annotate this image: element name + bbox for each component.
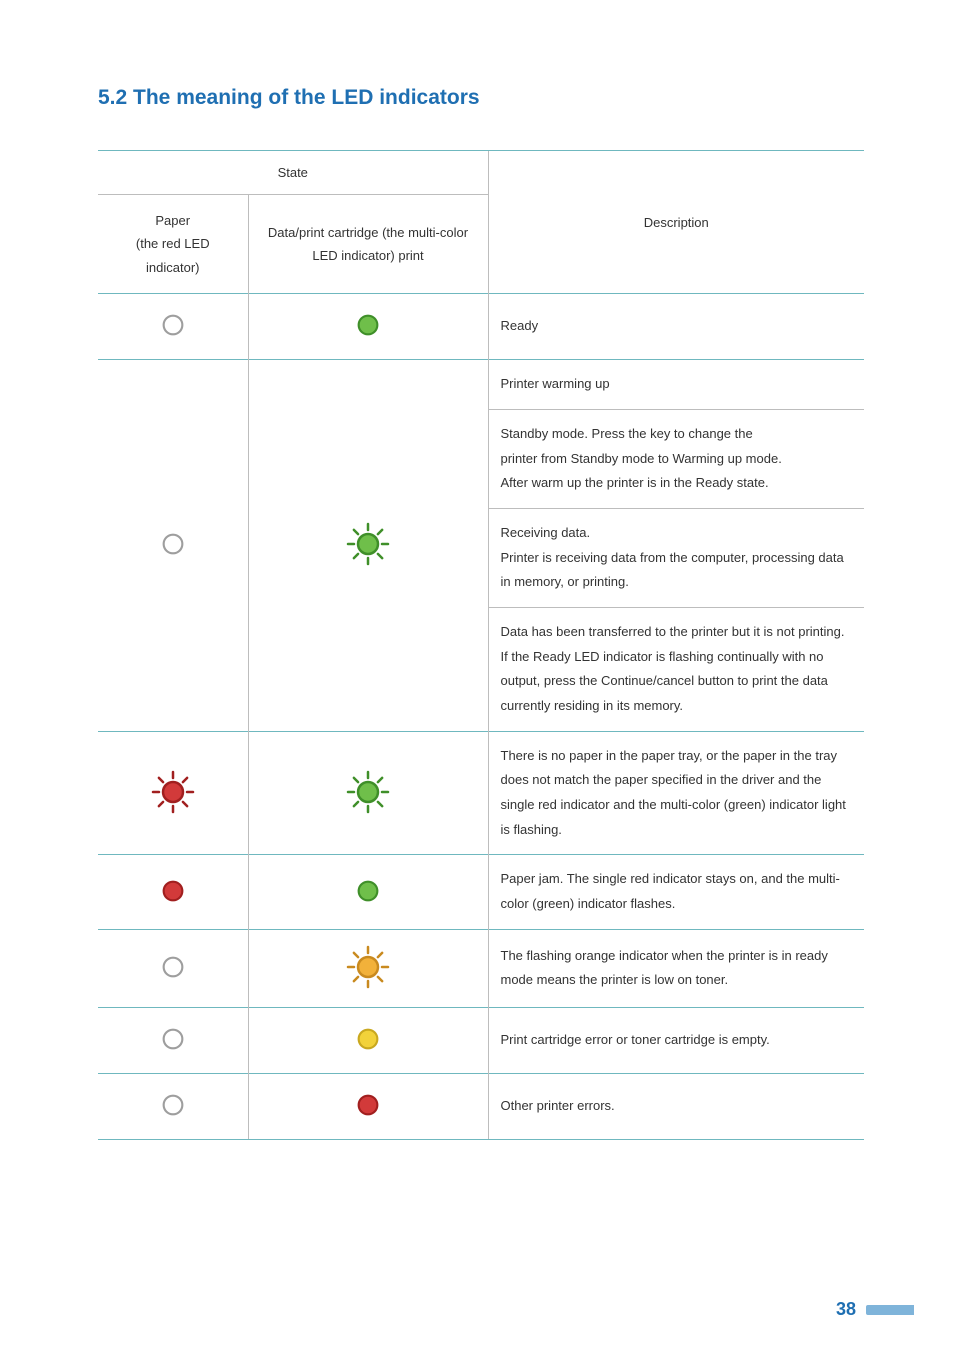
cell-r4-data — [248, 855, 488, 929]
cell-r1-paper — [98, 294, 248, 360]
cell-r6-data — [248, 1007, 488, 1073]
th-description: Description — [488, 151, 864, 294]
led-red_solid-icon — [351, 1088, 385, 1122]
led-green_flash-icon — [345, 521, 391, 567]
cell-r2-d4: Data has been transferred to the printer… — [488, 607, 864, 731]
cell-r4-paper — [98, 855, 248, 929]
led-green_solid-icon — [351, 874, 385, 908]
cell-r7-data — [248, 1073, 488, 1139]
cell-r5-paper — [98, 929, 248, 1007]
cell-r7-desc: Other printer errors. — [488, 1073, 864, 1139]
led-off-icon — [156, 308, 190, 342]
led-red_solid-icon — [156, 874, 190, 908]
cell-r2-data — [248, 360, 488, 732]
cell-r6-desc: Print cartridge error or toner cartridge… — [488, 1007, 864, 1073]
led-orange_flash-icon — [345, 944, 391, 990]
page-footer: 38 — [836, 1299, 914, 1320]
th-paper: Paper (the red LED indicator) — [98, 195, 248, 294]
cell-r2-paper — [98, 360, 248, 732]
cell-r6-paper — [98, 1007, 248, 1073]
cell-r3-desc: There is no paper in the paper tray, or … — [488, 731, 864, 855]
led-yellow_solid-icon — [351, 1022, 385, 1056]
cell-r2-d1: Printer warming up — [488, 360, 864, 410]
cell-r4-desc: Paper jam. The single red indicator stay… — [488, 855, 864, 929]
section-title: 5.2 The meaning of the LED indicators — [98, 86, 864, 110]
page-number: 38 — [836, 1299, 856, 1320]
th-state: State — [98, 151, 488, 195]
page-bar-icon — [866, 1305, 914, 1315]
led-red_flash-icon — [150, 769, 196, 815]
cell-r2-d3: Receiving data. Printer is receiving dat… — [488, 508, 864, 607]
cell-r7-paper — [98, 1073, 248, 1139]
led-off-icon — [156, 950, 190, 984]
led-off-icon — [156, 527, 190, 561]
cell-r5-desc: The flashing orange indicator when the p… — [488, 929, 864, 1007]
cell-r2-d2: Standby mode. Press the key to change th… — [488, 409, 864, 508]
th-data: Data/print cartridge (the multi-color LE… — [248, 195, 488, 294]
cell-r3-data — [248, 731, 488, 855]
cell-r1-data — [248, 294, 488, 360]
led-off-icon — [156, 1022, 190, 1056]
led-green_flash-icon — [345, 769, 391, 815]
cell-r1-desc: Ready — [488, 294, 864, 360]
led-off-icon — [156, 1088, 190, 1122]
led-green_solid-icon — [351, 308, 385, 342]
cell-r3-paper — [98, 731, 248, 855]
cell-r5-data — [248, 929, 488, 1007]
led-indicator-table: State Description Paper (the red LED ind… — [98, 150, 864, 1140]
